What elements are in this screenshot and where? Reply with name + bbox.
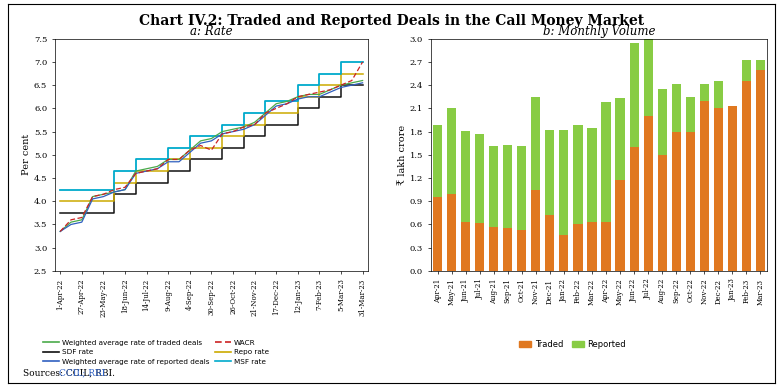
Bar (475, 223, 485, 271)
Bar (532, 97, 540, 190)
Bar (587, 128, 597, 222)
Bar (727, 106, 737, 271)
Bar (644, 39, 653, 116)
Bar (601, 222, 611, 271)
Bar (587, 222, 597, 271)
Bar (713, 81, 723, 108)
Bar (644, 116, 653, 271)
Bar (461, 222, 471, 271)
Text: CCIL; RBI.: CCIL; RBI. (59, 368, 108, 377)
Bar (686, 132, 695, 271)
Bar (545, 215, 554, 271)
Bar (518, 146, 526, 230)
Text: Chart IV.2: Traded and Reported Deals in the Call Money Market: Chart IV.2: Traded and Reported Deals in… (139, 14, 644, 27)
Bar (700, 101, 709, 271)
Bar (573, 224, 583, 271)
Y-axis label: ₹ lakh crore: ₹ lakh crore (398, 125, 407, 185)
Bar (630, 147, 639, 271)
Bar (461, 131, 471, 222)
Text: Sources: CCIL; RBI.: Sources: CCIL; RBI. (23, 368, 115, 377)
Bar (559, 130, 568, 235)
Bar (545, 130, 554, 215)
Legend: Weighted average rate of traded deals, SDF rate, Weighted average rate of report: Weighted average rate of traded deals, S… (43, 339, 269, 365)
Bar (658, 155, 666, 271)
Bar (489, 227, 498, 271)
Bar (713, 108, 723, 271)
Bar (756, 60, 765, 70)
Bar (489, 146, 498, 227)
Bar (672, 132, 680, 271)
Bar (559, 235, 568, 271)
Bar (433, 197, 442, 271)
Bar (475, 134, 485, 223)
Bar (447, 194, 456, 271)
Title: b: Monthly Volume: b: Monthly Volume (543, 24, 655, 38)
Bar (518, 230, 526, 271)
Bar (742, 81, 751, 271)
Bar (742, 60, 751, 81)
Bar (658, 89, 666, 155)
Bar (756, 70, 765, 271)
Bar (672, 84, 680, 132)
Bar (700, 84, 709, 101)
Y-axis label: Per cent: Per cent (22, 134, 31, 175)
Bar (532, 190, 540, 271)
Bar (447, 108, 456, 194)
Bar (615, 98, 625, 180)
Bar (686, 97, 695, 132)
Bar (573, 125, 583, 224)
Bar (503, 228, 512, 271)
Bar (615, 180, 625, 271)
Bar (433, 125, 442, 197)
Bar (503, 145, 512, 228)
Title: a: Rate: a: Rate (190, 24, 233, 38)
Bar (630, 43, 639, 147)
Bar (601, 102, 611, 222)
Legend: Traded, Reported: Traded, Reported (519, 340, 626, 349)
